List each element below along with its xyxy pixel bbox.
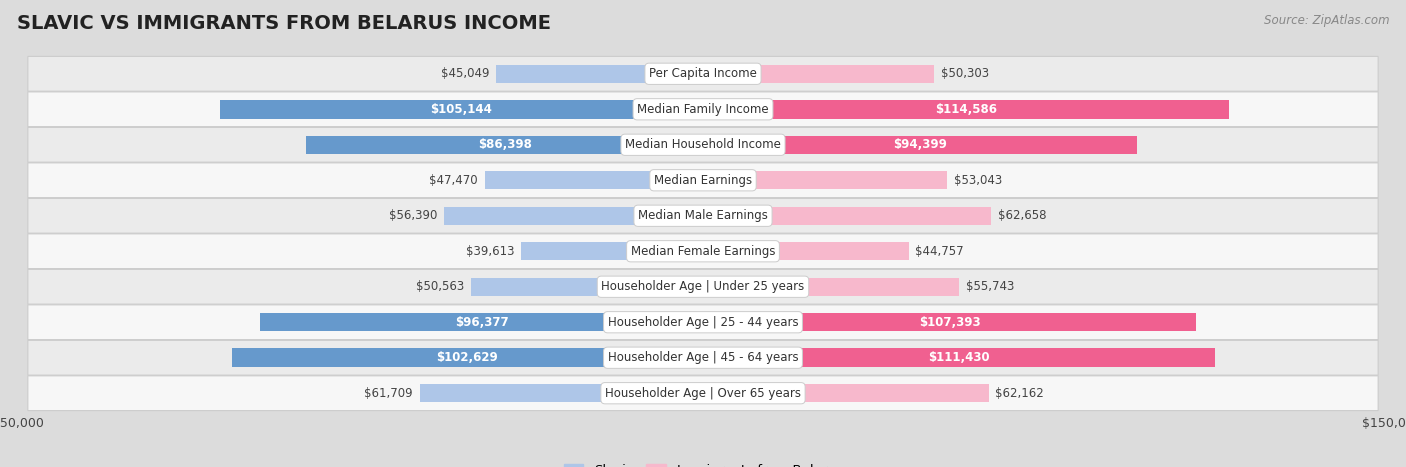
Bar bbox=[496, 64, 703, 83]
Text: Source: ZipAtlas.com: Source: ZipAtlas.com bbox=[1264, 14, 1389, 27]
FancyBboxPatch shape bbox=[28, 340, 1378, 375]
Text: Householder Age | Over 65 years: Householder Age | Over 65 years bbox=[605, 387, 801, 400]
Bar bbox=[703, 64, 934, 83]
Bar bbox=[260, 313, 703, 332]
Text: $47,470: $47,470 bbox=[429, 174, 478, 187]
Text: $102,629: $102,629 bbox=[436, 351, 498, 364]
Text: $86,398: $86,398 bbox=[478, 138, 531, 151]
FancyBboxPatch shape bbox=[28, 305, 1378, 340]
Text: SLAVIC VS IMMIGRANTS FROM BELARUS INCOME: SLAVIC VS IMMIGRANTS FROM BELARUS INCOME bbox=[17, 14, 551, 33]
Text: $44,757: $44,757 bbox=[915, 245, 965, 258]
Bar bbox=[703, 171, 946, 190]
Text: Median Family Income: Median Family Income bbox=[637, 103, 769, 116]
Text: $62,162: $62,162 bbox=[995, 387, 1045, 400]
Text: Householder Age | 25 - 44 years: Householder Age | 25 - 44 years bbox=[607, 316, 799, 329]
FancyBboxPatch shape bbox=[28, 127, 1378, 162]
Text: $56,390: $56,390 bbox=[388, 209, 437, 222]
Bar bbox=[522, 242, 703, 261]
Text: $111,430: $111,430 bbox=[928, 351, 990, 364]
Bar bbox=[307, 135, 703, 154]
FancyBboxPatch shape bbox=[28, 269, 1378, 304]
Text: $107,393: $107,393 bbox=[918, 316, 980, 329]
Text: $50,303: $50,303 bbox=[941, 67, 988, 80]
Text: Median Earnings: Median Earnings bbox=[654, 174, 752, 187]
Text: $114,586: $114,586 bbox=[935, 103, 997, 116]
Text: $50,563: $50,563 bbox=[416, 280, 464, 293]
Text: $39,613: $39,613 bbox=[465, 245, 515, 258]
Text: $62,658: $62,658 bbox=[998, 209, 1046, 222]
Text: Householder Age | 45 - 64 years: Householder Age | 45 - 64 years bbox=[607, 351, 799, 364]
Text: $61,709: $61,709 bbox=[364, 387, 413, 400]
Text: Per Capita Income: Per Capita Income bbox=[650, 67, 756, 80]
Bar bbox=[471, 277, 703, 296]
FancyBboxPatch shape bbox=[28, 198, 1378, 233]
Bar bbox=[703, 384, 988, 403]
Text: $55,743: $55,743 bbox=[966, 280, 1014, 293]
FancyBboxPatch shape bbox=[28, 92, 1378, 127]
Text: $105,144: $105,144 bbox=[430, 103, 492, 116]
Bar bbox=[221, 100, 703, 119]
Bar bbox=[444, 206, 703, 225]
Bar bbox=[232, 348, 703, 367]
Legend: Slavic, Immigrants from Belarus: Slavic, Immigrants from Belarus bbox=[558, 459, 848, 467]
Bar bbox=[703, 206, 991, 225]
Text: Median Male Earnings: Median Male Earnings bbox=[638, 209, 768, 222]
Bar bbox=[703, 277, 959, 296]
Bar bbox=[703, 242, 908, 261]
Text: Median Female Earnings: Median Female Earnings bbox=[631, 245, 775, 258]
Bar bbox=[703, 100, 1229, 119]
FancyBboxPatch shape bbox=[28, 57, 1378, 91]
FancyBboxPatch shape bbox=[28, 234, 1378, 269]
FancyBboxPatch shape bbox=[28, 376, 1378, 410]
Text: Householder Age | Under 25 years: Householder Age | Under 25 years bbox=[602, 280, 804, 293]
Text: $96,377: $96,377 bbox=[456, 316, 509, 329]
Bar bbox=[485, 171, 703, 190]
Text: $94,399: $94,399 bbox=[893, 138, 946, 151]
Bar bbox=[703, 313, 1197, 332]
FancyBboxPatch shape bbox=[28, 163, 1378, 198]
Bar bbox=[703, 348, 1215, 367]
Text: $45,049: $45,049 bbox=[440, 67, 489, 80]
Text: Median Household Income: Median Household Income bbox=[626, 138, 780, 151]
Text: $53,043: $53,043 bbox=[953, 174, 1001, 187]
Bar bbox=[419, 384, 703, 403]
Bar bbox=[703, 135, 1136, 154]
